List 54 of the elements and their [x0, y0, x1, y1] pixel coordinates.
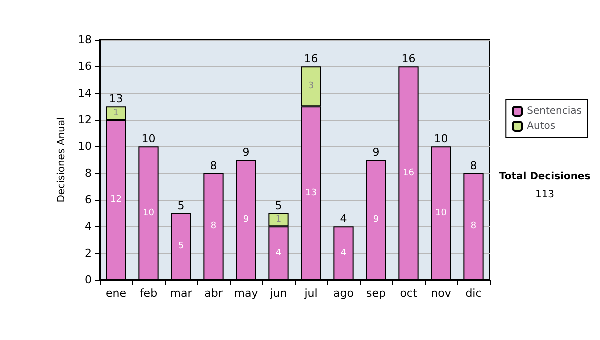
data-label: 8: [470, 222, 477, 232]
data-label: 10: [436, 208, 448, 218]
x-tick-label: jul: [304, 287, 318, 300]
data-label: 10: [143, 208, 155, 218]
legend-label: Autos: [527, 121, 556, 132]
total-label: 16: [402, 52, 416, 66]
data-label: 9: [243, 215, 250, 225]
total-label: 5: [178, 199, 185, 212]
x-tick-label: ene: [106, 287, 127, 300]
x-tick-label: dic: [466, 287, 482, 300]
y-tick-label: 6: [85, 194, 92, 206]
total-label: 4: [340, 212, 348, 226]
y-axis-title: Decisiones Anual: [56, 117, 68, 203]
total-label: 10: [142, 132, 156, 146]
y-tick-label: 0: [85, 274, 92, 286]
y-tick-label: 14: [78, 86, 92, 100]
x-tick-label: abr: [204, 287, 224, 300]
x-tick-label: feb: [140, 287, 158, 300]
data-label: 5: [178, 242, 184, 252]
data-label: 4: [340, 248, 347, 258]
y-tick-label: 18: [78, 34, 92, 46]
x-tick-label: nov: [431, 287, 452, 300]
x-tick-label: mar: [170, 287, 193, 300]
total-label: 5: [275, 199, 282, 212]
data-label: 16: [403, 168, 415, 178]
y-tick-label: 12: [78, 114, 92, 126]
legend-label: Sentencias: [527, 106, 582, 117]
x-tick-label: may: [234, 287, 259, 300]
x-tick-label: ago: [334, 287, 354, 300]
y-tick-label: 2: [85, 246, 92, 260]
y-tick-label: 8: [85, 166, 92, 180]
data-label: 4: [276, 248, 282, 258]
data-label: 3: [308, 82, 314, 92]
data-label: 9: [373, 215, 380, 225]
data-label: 12: [110, 195, 122, 205]
data-label: 1: [113, 108, 120, 118]
total-label: 8: [210, 159, 218, 172]
total-label: 16: [304, 52, 318, 66]
text: Total Decisiones: [499, 172, 591, 182]
data-label: 1: [276, 215, 282, 225]
y-tick-label: 16: [78, 60, 92, 74]
data-label: 13: [306, 188, 317, 198]
x-tick-label: jun: [269, 287, 288, 300]
x-tick-label: sep: [366, 287, 386, 300]
data-label: 8: [210, 222, 217, 232]
total-label: 9: [372, 146, 380, 159]
total-label: 8: [470, 159, 478, 172]
total-label: 13: [109, 92, 124, 106]
total-label: 10: [434, 132, 448, 146]
x-tick-label: oct: [400, 287, 418, 300]
y-tick-label: 10: [78, 140, 92, 154]
total-label: 9: [242, 146, 250, 159]
text: 113: [535, 190, 555, 200]
y-tick-label: 4: [85, 220, 92, 234]
